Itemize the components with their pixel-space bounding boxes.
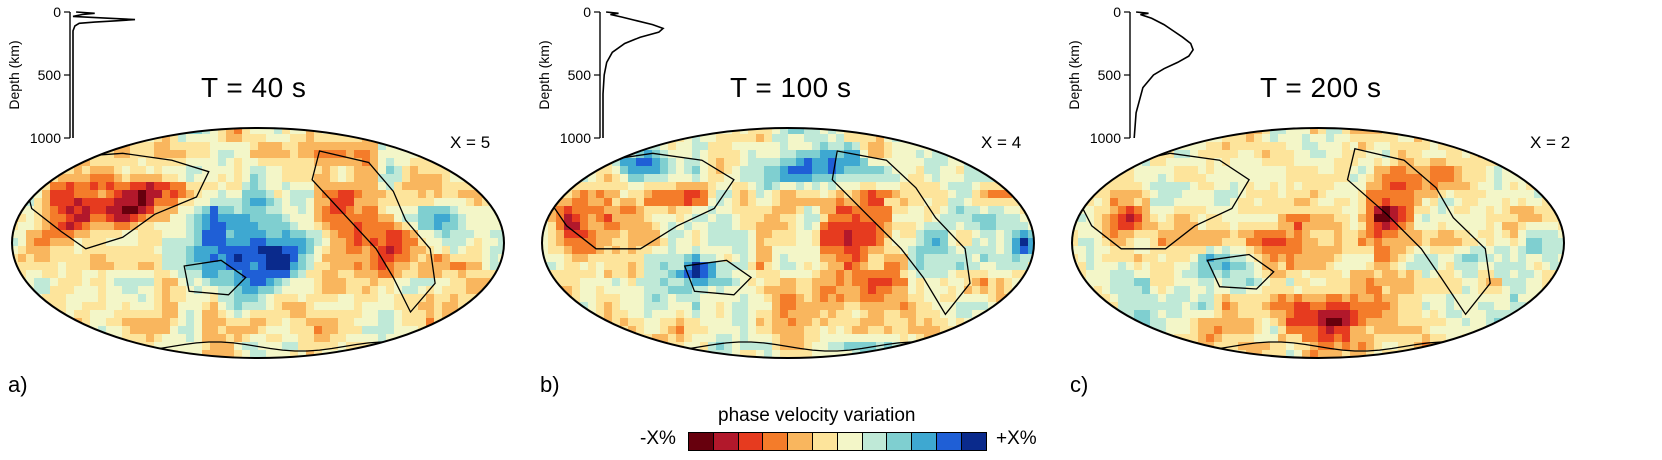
global-phase-velocity-map <box>541 127 1035 359</box>
kernel-curve <box>72 11 136 138</box>
kernel-tick-label: 0 <box>1113 4 1121 20</box>
colorbar-swatch <box>960 433 986 450</box>
kernel-axis-title: Depth (km) <box>6 40 22 109</box>
panel-b: 0 500 1000 Depth (km) T = 100 s X = 4 b) <box>530 0 1070 460</box>
kernel-tick-label: 0 <box>53 4 61 20</box>
colorbar-max-label: +X% <box>996 428 1037 449</box>
kernel-tick-label: 500 <box>1098 67 1122 83</box>
kernel-axis-title: Depth (km) <box>1066 40 1082 109</box>
colorbar-swatch <box>861 433 887 450</box>
kernel-tick-label: 1000 <box>560 130 591 146</box>
global-phase-velocity-map <box>1071 127 1565 359</box>
x-scale-label: X = 2 <box>1530 133 1571 152</box>
map-boundary <box>11 127 505 359</box>
x-scale-label: X = 4 <box>981 133 1022 152</box>
kernel-tick-label: 1000 <box>30 130 61 146</box>
colorbar-swatch <box>762 433 788 450</box>
colorbar-swatch <box>811 433 837 450</box>
colorbar-title: phase velocity variation <box>718 405 916 426</box>
kernel-axis-title: Depth (km) <box>536 40 552 109</box>
continent-outline <box>1206 253 1275 290</box>
colorbar-swatch <box>689 433 713 450</box>
colorbar-swatch <box>712 433 738 450</box>
colorbar-swatch <box>935 433 961 450</box>
panel-c: 0 500 1000 Depth (km) T = 200 s X = 2 c) <box>1060 0 1600 460</box>
global-phase-velocity-map <box>11 127 505 359</box>
panel-title: T = 200 s <box>1260 72 1382 103</box>
velocity-field <box>12 128 504 358</box>
continent-outline <box>311 150 436 314</box>
colorbar-min-label: -X% <box>640 428 676 449</box>
kernel-curve <box>1133 11 1194 139</box>
kernel-curve <box>602 11 665 138</box>
panel-a: 0 500 1000 Depth (km) T = 40 s X = 5 a) <box>0 0 540 460</box>
panel-title: T = 40 s <box>201 72 307 103</box>
colorbar-swatch <box>886 433 912 450</box>
depth-kernel-plot: 0 500 1000 Depth (km) <box>536 4 665 146</box>
continent-outline <box>183 259 247 296</box>
continent-outline <box>23 152 210 250</box>
depth-kernel-plot: 0 500 1000 Depth (km) <box>6 4 136 146</box>
colorbar-swatch <box>787 433 812 450</box>
colorbar-swatch <box>737 433 763 450</box>
panel-label: a) <box>8 372 28 397</box>
kernel-tick-label: 500 <box>568 67 592 83</box>
panel-label: b) <box>540 372 560 397</box>
colorbar <box>688 432 987 451</box>
kernel-tick-label: 1000 <box>1090 130 1121 146</box>
continent-outline <box>546 152 735 250</box>
kernel-tick-label: 0 <box>583 4 591 20</box>
depth-kernel-plot: 0 500 1000 Depth (km) <box>1066 4 1194 146</box>
continent-outline <box>1346 147 1491 316</box>
continent-outline <box>831 150 971 316</box>
map-boundary <box>541 127 1035 359</box>
continent-outline <box>683 259 753 296</box>
x-scale-label: X = 5 <box>450 133 491 152</box>
colorbar-swatch <box>911 433 936 450</box>
map-boundary <box>1071 127 1565 359</box>
panel-label: c) <box>1070 372 1089 397</box>
panel-title: T = 100 s <box>730 72 852 103</box>
colorbar-swatch <box>836 433 862 450</box>
kernel-tick-label: 500 <box>38 67 62 83</box>
